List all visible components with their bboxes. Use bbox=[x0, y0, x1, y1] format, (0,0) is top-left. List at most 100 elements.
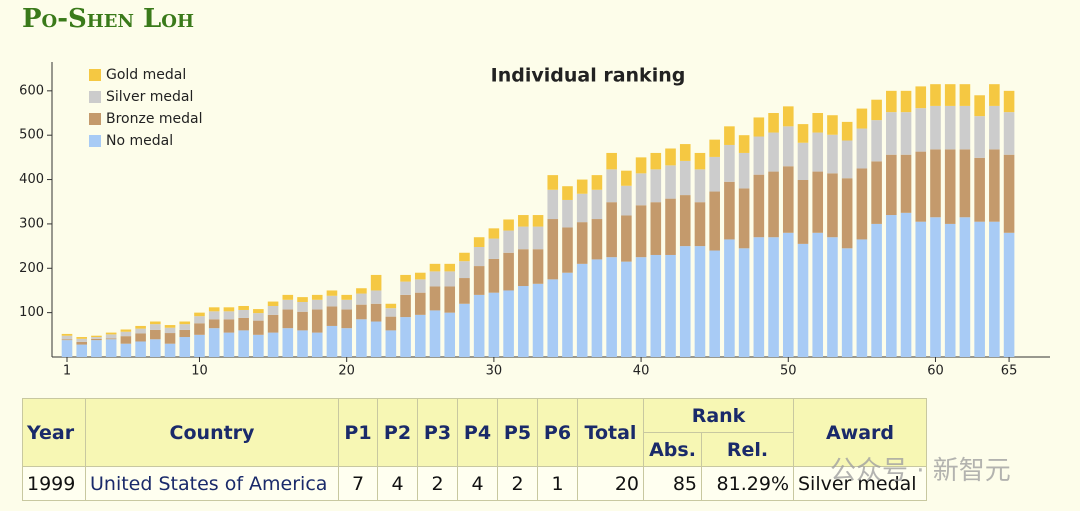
bar-segment bbox=[311, 309, 323, 333]
bar-segment bbox=[782, 232, 794, 357]
bar-segment bbox=[518, 215, 529, 227]
bar-segment bbox=[208, 319, 220, 329]
bar-segment bbox=[576, 222, 588, 264]
bar-segment bbox=[856, 168, 868, 240]
bar-segment bbox=[414, 292, 426, 315]
bar-segment bbox=[694, 202, 706, 247]
bar-segment bbox=[532, 226, 544, 250]
legend-swatch bbox=[89, 135, 101, 147]
bar-segment bbox=[562, 186, 573, 200]
bar-segment bbox=[974, 157, 985, 222]
bar-segment bbox=[414, 279, 426, 293]
y-tick-label: 300 bbox=[19, 216, 44, 231]
bar-segment bbox=[900, 212, 912, 357]
bar-segment bbox=[709, 250, 720, 357]
x-tick-label: 65 bbox=[1001, 364, 1018, 379]
bar-segment bbox=[223, 319, 235, 333]
cell[interactable]: United States of America bbox=[85, 466, 339, 501]
bar-segment bbox=[841, 178, 853, 249]
bar-segment bbox=[179, 324, 191, 330]
bar-segment bbox=[194, 312, 205, 317]
bar-segment bbox=[518, 286, 529, 357]
bar-segment bbox=[915, 151, 927, 222]
bar-segment bbox=[944, 149, 956, 224]
bar-segment bbox=[370, 321, 382, 357]
bar-segment bbox=[76, 344, 88, 357]
bar-segment bbox=[518, 249, 529, 287]
bar-segment bbox=[282, 294, 294, 300]
bar-segment bbox=[297, 311, 308, 331]
bar-segment bbox=[473, 294, 485, 357]
bar-segment bbox=[370, 274, 382, 291]
bar-segment bbox=[635, 205, 647, 258]
bar-segment bbox=[223, 332, 235, 357]
bar-segment bbox=[753, 136, 765, 175]
bar-segment bbox=[503, 252, 514, 291]
bar-segment bbox=[61, 335, 73, 340]
bar-segment bbox=[974, 95, 985, 117]
header-cell: P1 bbox=[338, 398, 378, 467]
chart-title: Individual ranking bbox=[491, 65, 686, 87]
bar-segment bbox=[150, 329, 161, 340]
header-cell: P5 bbox=[497, 398, 538, 467]
bar-segment bbox=[768, 171, 779, 238]
bar-segment bbox=[532, 283, 544, 357]
bar-segment bbox=[709, 191, 720, 251]
bar-segment bbox=[105, 339, 117, 357]
bar-segment bbox=[194, 323, 205, 335]
x-tick-label: 60 bbox=[927, 364, 944, 379]
bar-segment bbox=[930, 84, 941, 106]
bar-segment bbox=[797, 180, 809, 244]
bar-segment bbox=[989, 84, 1000, 106]
bar-segment bbox=[562, 227, 573, 273]
bar-segment bbox=[959, 84, 971, 106]
cell: 1 bbox=[537, 466, 578, 501]
x-tick-label: 1 bbox=[63, 364, 71, 379]
bar-segment bbox=[1003, 154, 1015, 233]
bar-segment bbox=[208, 307, 220, 312]
bar-segment bbox=[267, 332, 279, 357]
bar-segment bbox=[621, 185, 632, 216]
bar-segment bbox=[105, 334, 117, 339]
bar-segment bbox=[253, 313, 264, 321]
bar-segment bbox=[782, 106, 794, 127]
bar-segment bbox=[812, 113, 824, 133]
page-title: Po-Shen Loh bbox=[22, 4, 194, 34]
bar-segment bbox=[135, 333, 146, 342]
cell: 7 bbox=[338, 466, 378, 501]
bar-segment bbox=[179, 321, 191, 325]
cell: 1999 bbox=[22, 466, 86, 501]
bar-segment bbox=[576, 193, 588, 223]
bar-segment bbox=[753, 237, 765, 357]
bar-segment bbox=[591, 259, 603, 357]
bar-segment bbox=[679, 195, 691, 247]
bar-segment bbox=[650, 169, 662, 203]
bar-segment bbox=[1003, 232, 1015, 357]
bar-segment bbox=[429, 263, 441, 272]
bar-segment bbox=[253, 334, 264, 357]
bar-segment bbox=[105, 338, 117, 340]
bar-segment bbox=[311, 294, 323, 300]
bar-segment bbox=[488, 292, 500, 357]
bar-segment bbox=[400, 294, 411, 318]
bar-segment bbox=[91, 335, 102, 338]
header-cell: Country bbox=[85, 398, 339, 467]
bar-segment bbox=[576, 263, 588, 357]
bar-segment bbox=[208, 311, 220, 320]
bar-segment bbox=[444, 286, 456, 313]
cell: 20 bbox=[577, 466, 644, 501]
bar-segment bbox=[694, 152, 706, 170]
bar-segment bbox=[635, 173, 647, 206]
y-tick-label: 600 bbox=[19, 83, 44, 98]
bar-segment bbox=[164, 325, 176, 328]
bar-segment bbox=[91, 338, 102, 341]
bar-segment bbox=[886, 112, 897, 155]
bar-segment bbox=[724, 144, 735, 182]
bar-segment bbox=[459, 261, 470, 279]
bar-segment bbox=[679, 246, 691, 357]
bar-segment bbox=[238, 317, 249, 331]
bar-segment bbox=[562, 199, 573, 228]
bar-segment bbox=[253, 320, 264, 335]
bar-segment bbox=[341, 328, 352, 357]
bar-segment bbox=[900, 154, 912, 213]
